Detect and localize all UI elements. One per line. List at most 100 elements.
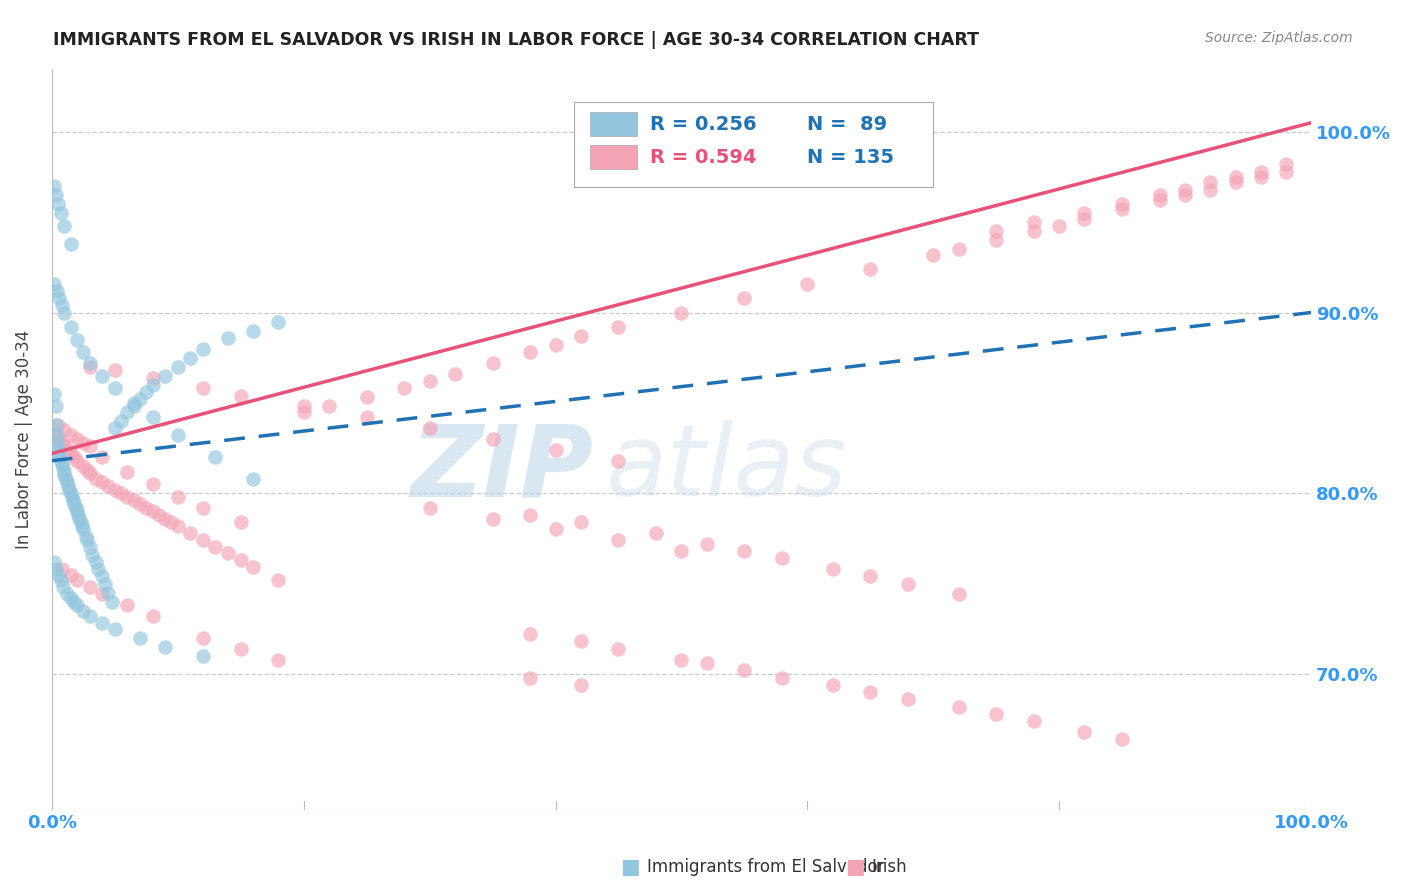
Point [179,351,201,365]
Point [48,446,70,460]
Point [44,387,66,401]
Point [46,197,69,211]
Text: ■: ■ [845,857,865,877]
Point [65,500,87,515]
Point [45,428,67,442]
Point [481,356,503,370]
Point [44,555,66,569]
Point [49,453,72,467]
Point [217,546,239,560]
Point [153,368,176,383]
Point [141,477,163,491]
Point [46,567,69,582]
Point [922,248,945,262]
Point [66,504,89,518]
Point [60,490,83,504]
Y-axis label: In Labor Force | Age 30-34: In Labor Force | Age 30-34 [15,329,32,549]
Point [72,345,94,359]
Point [1225,175,1247,189]
Point [419,421,441,435]
Point [1199,175,1222,189]
Point [859,685,882,699]
Point [91,450,114,464]
Point [56,587,79,601]
Point [671,652,693,666]
Point [45,435,67,450]
Text: IMMIGRANTS FROM EL SALVADOR VS IRISH IN LABOR FORCE | AGE 30-34 CORRELATION CHAR: IMMIGRANTS FROM EL SALVADOR VS IRISH IN … [53,31,980,49]
Point [141,370,163,384]
Point [1275,157,1298,171]
Point [51,435,73,450]
Point [897,692,920,706]
Text: R = 0.256: R = 0.256 [650,115,756,135]
Point [129,497,152,511]
Point [292,405,315,419]
Point [179,526,201,541]
Point [242,472,264,486]
Point [59,446,82,460]
Point [59,591,82,605]
Point [66,599,89,613]
Point [191,500,214,515]
Point [1225,169,1247,184]
Point [59,486,82,500]
Point [56,479,79,493]
Point [569,634,592,648]
FancyBboxPatch shape [575,102,934,187]
Point [141,377,163,392]
Point [1022,714,1045,728]
Point [69,515,91,529]
Point [733,664,755,678]
Point [204,541,226,555]
Point [53,468,76,483]
Point [733,544,755,558]
Point [394,381,416,395]
Point [56,475,79,490]
Point [1022,215,1045,229]
Point [948,587,970,601]
Point [770,671,793,685]
Point [79,359,101,374]
Point [897,576,920,591]
Point [44,188,66,202]
Point [79,609,101,624]
Point [519,508,541,522]
Point [91,475,114,490]
Point [117,465,139,479]
Point [986,224,1008,238]
Point [859,569,882,583]
Point [101,595,124,609]
Point [671,305,693,319]
Point [59,428,82,442]
Point [53,465,76,479]
Point [267,573,290,587]
Point [72,522,94,536]
Point [443,367,465,381]
Point [66,453,89,467]
Point [45,284,67,298]
Point [46,417,69,432]
Text: Source: ZipAtlas.com: Source: ZipAtlas.com [1205,31,1353,45]
Point [1250,169,1272,184]
Point [419,374,441,388]
Point [44,417,66,432]
Text: R = 0.594: R = 0.594 [650,148,756,167]
Point [1174,188,1197,202]
Point [696,537,718,551]
Point [607,533,630,548]
Point [1111,202,1133,217]
Point [104,622,127,636]
Point [1022,224,1045,238]
Point [986,233,1008,247]
Point [48,450,70,464]
Point [51,562,73,576]
Point [79,541,101,555]
Point [821,562,844,576]
Point [821,678,844,692]
Point [229,641,252,656]
Point [104,483,127,497]
Point [267,314,290,328]
Point [70,518,93,533]
Point [544,442,567,457]
Point [66,333,89,347]
